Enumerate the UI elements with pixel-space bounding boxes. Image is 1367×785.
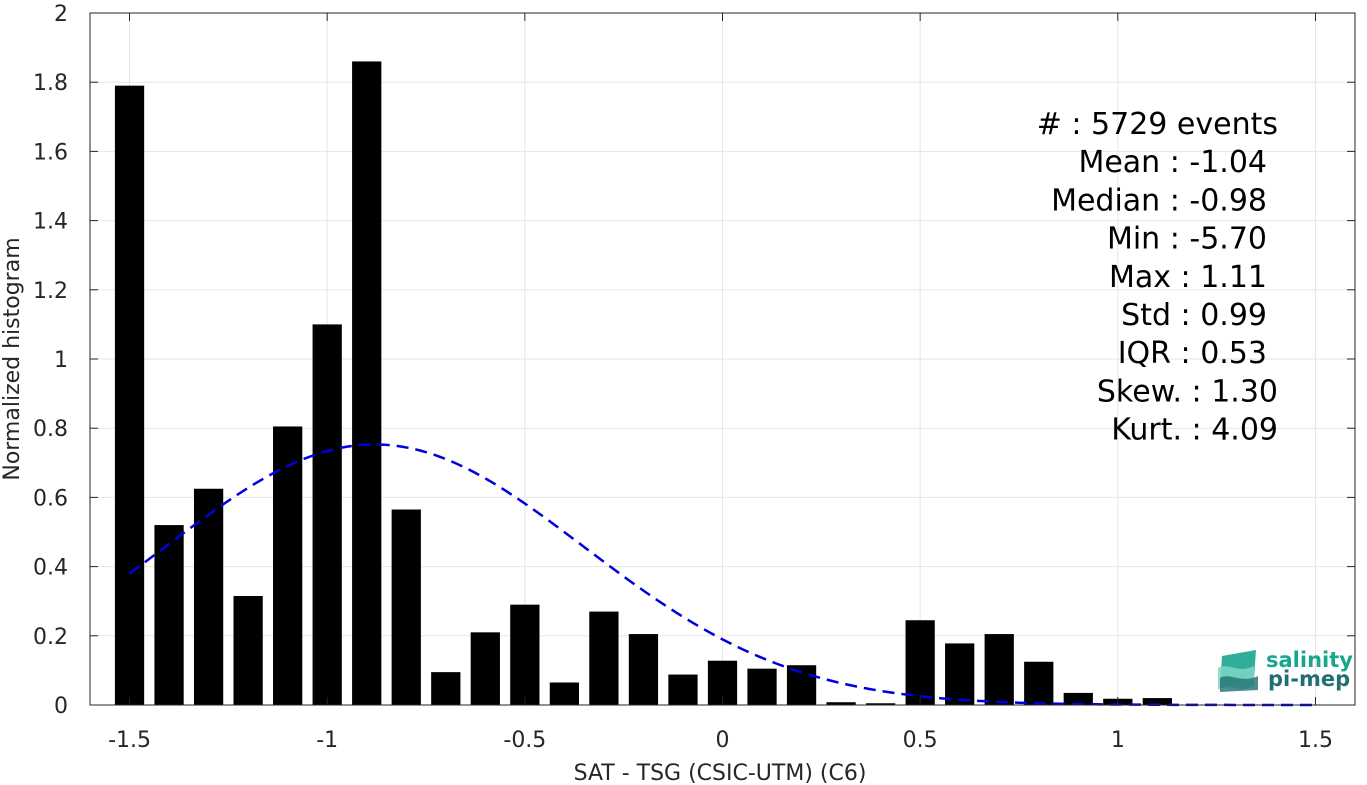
x-tick-label: 0 xyxy=(716,728,730,753)
x-axis-label: SAT - TSG (CSIC-UTM) (C6) xyxy=(574,761,867,785)
stat-line: IQR : 0.53 xyxy=(1118,336,1267,371)
histogram-bar xyxy=(391,509,421,705)
histogram-bar xyxy=(154,525,184,705)
stat-line: Max : 1.11 xyxy=(1109,260,1267,295)
histogram-bar xyxy=(984,634,1014,705)
stat-line: Kurt. : 4.09 xyxy=(1111,413,1278,448)
histogram-bar xyxy=(1063,692,1093,705)
histogram-bar xyxy=(865,703,896,705)
y-tick-label: 0.2 xyxy=(33,625,68,650)
histogram-bar xyxy=(905,620,935,705)
histogram-bar xyxy=(1142,698,1172,705)
histogram-bar xyxy=(628,634,659,705)
stat-line: Std : 0.99 xyxy=(1121,298,1267,333)
histogram-bar xyxy=(114,85,145,705)
histogram-bar xyxy=(352,61,382,705)
x-tick-label: 1 xyxy=(1111,728,1125,753)
x-tick-labels: -1.5 -1 -0.5 0 0.5 1 1.5 xyxy=(108,13,1333,753)
y-tick-label: 0.6 xyxy=(33,486,68,511)
histogram-bar xyxy=(233,596,263,705)
x-tick-label: -1.5 xyxy=(108,728,151,753)
histogram-bar xyxy=(549,682,580,705)
logo-wave-icon xyxy=(1218,650,1258,692)
histogram-bar xyxy=(431,672,461,705)
x-tick-label: 1.5 xyxy=(1298,728,1333,753)
y-axis-label: Normalized histogram xyxy=(0,237,25,480)
x-tick-label: -0.5 xyxy=(503,728,546,753)
y-tick-label: 1.4 xyxy=(33,210,68,235)
histogram-bar xyxy=(193,488,224,705)
y-tick-label: 1 xyxy=(54,348,68,373)
y-tick-labels: 0 0.2 0.4 0.6 0.8 1 1.2 1.4 1.6 1.8 2 xyxy=(33,2,1355,719)
y-tick-label: 1.8 xyxy=(33,71,68,96)
stat-line: Mean : -1.04 xyxy=(1078,145,1267,180)
histogram-bar xyxy=(826,702,856,705)
histogram-bar xyxy=(945,643,975,705)
histogram-bar xyxy=(273,426,303,705)
histogram-bar xyxy=(312,324,342,705)
histogram-bar xyxy=(668,674,698,705)
histogram-bar xyxy=(589,611,619,705)
y-tick-label: 1.2 xyxy=(33,279,68,304)
y-tick-label: 0.8 xyxy=(33,417,68,442)
histogram-bar xyxy=(747,668,777,705)
salinity-pimep-logo: salinity pi-mep xyxy=(1218,648,1353,692)
y-tick-label: 1.6 xyxy=(33,140,68,165)
y-tick-label: 2 xyxy=(54,2,68,27)
stat-line: Min : -5.70 xyxy=(1107,222,1267,257)
x-tick-label: 0.5 xyxy=(903,728,938,753)
x-tick-label: -1 xyxy=(316,728,338,753)
stat-line: # : 5729 events xyxy=(1037,107,1278,142)
histogram-bars xyxy=(114,61,1172,705)
stat-line: Skew. : 1.30 xyxy=(1097,374,1278,409)
y-tick-label: 0.4 xyxy=(33,556,68,581)
histogram-bar xyxy=(510,604,540,705)
histogram-bar xyxy=(470,632,500,705)
y-tick-label: 0 xyxy=(54,694,68,719)
stat-line: Median : -0.98 xyxy=(1051,183,1267,218)
logo-line2: pi-mep xyxy=(1268,667,1350,691)
histogram-bar xyxy=(1024,661,1054,705)
logo-line1: salinity xyxy=(1266,648,1353,672)
